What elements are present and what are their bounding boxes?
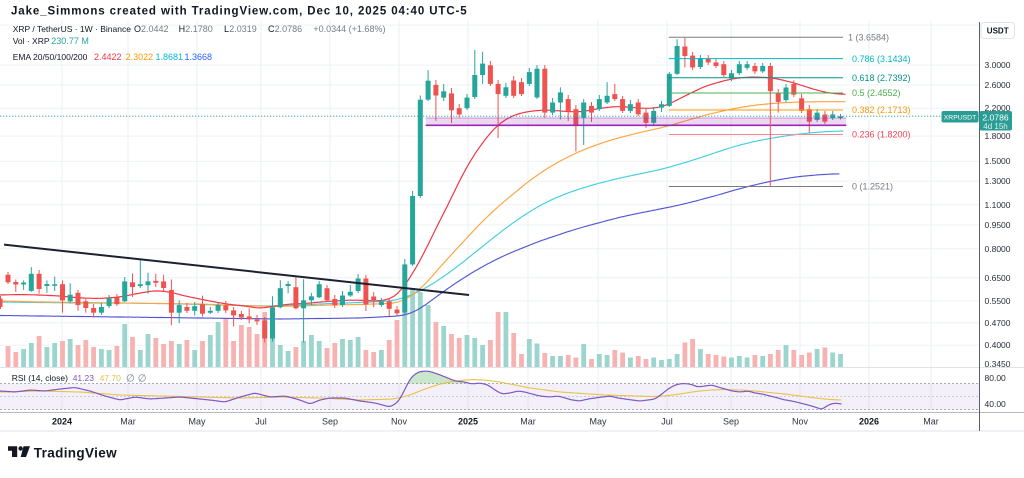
svg-text:2.0442: 2.0442 [141,24,169,34]
svg-text:2.1780: 2.1780 [185,24,213,34]
svg-text:1 (3.6584): 1 (3.6584) [848,33,889,43]
svg-text:May: May [589,417,607,427]
svg-text:1.3668: 1.3668 [185,52,213,62]
svg-text:1.5000: 1.5000 [985,156,1011,166]
svg-text:Vol · XRP: Vol · XRP [13,36,50,46]
svg-text:Sep: Sep [322,417,338,427]
svg-text:0 (1.2521): 0 (1.2521) [852,182,893,192]
svg-text:Mar: Mar [120,417,136,427]
svg-text:Jul: Jul [661,417,673,427]
svg-text:41.23: 41.23 [73,373,95,383]
svg-text:2026: 2026 [859,417,879,427]
svg-text:0.4000: 0.4000 [985,340,1011,350]
svg-text:Nov: Nov [792,417,809,427]
svg-text:May: May [188,417,206,427]
svg-text:0.8000: 0.8000 [985,244,1011,254]
svg-text:2.4422: 2.4422 [94,52,122,62]
svg-text:Jul: Jul [255,417,267,427]
svg-text:0.618 (2.7392): 0.618 (2.7392) [852,73,911,83]
svg-text:0.6500: 0.6500 [985,273,1011,283]
svg-text:1.1000: 1.1000 [985,200,1011,210]
svg-text:3.0000: 3.0000 [985,60,1011,70]
svg-text:2.0786: 2.0786 [275,24,303,34]
svg-text:1.3000: 1.3000 [985,176,1011,186]
svg-text:O: O [134,24,141,34]
svg-text:0.382 (2.1713): 0.382 (2.1713) [852,105,911,115]
svg-text:∅: ∅ [126,374,135,385]
svg-text:0.786 (3.1434): 0.786 (3.1434) [852,54,911,64]
svg-text:2.6000: 2.6000 [985,80,1011,90]
svg-text:0.236 (1.8200): 0.236 (1.8200) [852,130,911,140]
svg-text:Jake_Simmons created with Trad: Jake_Simmons created with TradingView.co… [11,6,468,18]
svg-text:TradingView: TradingView [34,445,117,460]
svg-text:+0.0344 (+1.68%): +0.0344 (+1.68%) [313,24,385,34]
svg-text:2024: 2024 [52,417,72,427]
svg-text:0.5500: 0.5500 [985,296,1011,306]
svg-text:40.00: 40.00 [985,399,1007,409]
svg-text:2.0319: 2.0319 [229,24,257,34]
svg-text:XRPUSDT: XRPUSDT [944,115,976,122]
svg-text:Sep: Sep [723,417,739,427]
svg-text:4d 15h: 4d 15h [983,122,1007,131]
svg-text:2.0786: 2.0786 [982,113,1009,123]
svg-text:∅: ∅ [138,374,147,385]
svg-text:H: H [179,24,186,34]
svg-text:USDT: USDT [987,27,1009,36]
svg-text:EMA 20/50/100/200: EMA 20/50/100/200 [13,52,88,62]
svg-text:47.70: 47.70 [100,373,122,383]
svg-text:2.3022: 2.3022 [126,52,154,62]
svg-text:230.77 M: 230.77 M [51,36,89,46]
svg-text:0.5 (2.4552): 0.5 (2.4552) [852,88,901,98]
svg-text:Mar: Mar [520,417,536,427]
svg-text:XRP / TetherUS · 1W · Binance: XRP / TetherUS · 1W · Binance [13,24,132,34]
svg-text:0.4700: 0.4700 [985,318,1011,328]
svg-text:1.8000: 1.8000 [985,131,1011,141]
svg-text:0.9500: 0.9500 [985,220,1011,230]
svg-text:2025: 2025 [458,417,478,427]
svg-text:RSI (14, close): RSI (14, close) [12,373,68,383]
svg-text:80.00: 80.00 [985,373,1007,383]
svg-text:1.8681: 1.8681 [156,52,184,62]
svg-text:0.3450: 0.3450 [985,359,1011,369]
svg-text:Mar: Mar [923,417,939,427]
svg-text:Nov: Nov [391,417,408,427]
